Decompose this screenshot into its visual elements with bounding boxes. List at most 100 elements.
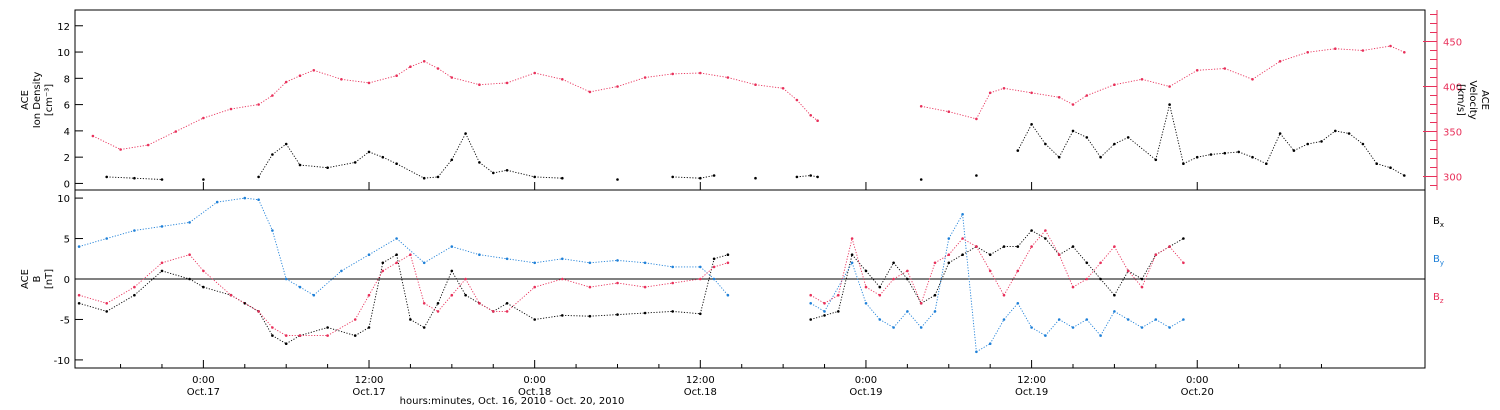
bz-point-segment (920, 262, 936, 304)
bz-series (77, 229, 1185, 337)
bx-point-segment (1017, 230, 1032, 247)
ion-density-point-segment (1335, 130, 1350, 134)
x-tick-date-label: Oct.17 (187, 387, 220, 398)
bz-point-segment (437, 294, 453, 312)
bz-point-segment (810, 294, 825, 304)
bz-point-segment (617, 282, 646, 288)
by-point (1168, 326, 1171, 329)
ion-density-point-segment (396, 163, 425, 179)
bx-point-segment (893, 262, 908, 280)
ion-density-point (1044, 142, 1047, 146)
velocity-point-segment (258, 95, 273, 105)
velocity-point-segment (92, 135, 121, 150)
ion-density-point-segment (1045, 143, 1060, 158)
bz-point-segment (409, 254, 425, 304)
by-point-segment (258, 199, 273, 231)
x-tick-time-label: 12:00 (1017, 375, 1046, 386)
bz-point-segment (354, 294, 370, 320)
velocity-point-segment (589, 86, 618, 93)
bz-point-segment (948, 238, 963, 255)
density-y-tick-label: 8 (64, 74, 70, 85)
ion-density-point-segment (700, 175, 715, 179)
ion-density-point (1030, 123, 1033, 126)
bx-point-segment (410, 319, 425, 328)
velocity-point-segment (1224, 68, 1253, 80)
x-tick-time-label: 12:00 (355, 375, 384, 386)
bx-point-segment (1155, 246, 1170, 256)
x-tick-date-label: Oct.19 (1015, 387, 1048, 398)
bz-point-segment (851, 238, 867, 288)
bz-point (1030, 245, 1033, 248)
ion-density-point-segment (493, 169, 508, 174)
bz-point-segment (1127, 270, 1143, 288)
density-y-tick-label: 10 (57, 48, 70, 59)
by-point-segment (989, 319, 1005, 344)
bz-point-segment (645, 282, 673, 288)
ion-density-point-segment (285, 143, 301, 166)
velocity-y-tick-label: 400 (1443, 83, 1462, 94)
bz-point-segment (962, 238, 977, 247)
bx-point-segment (354, 327, 370, 336)
bx-point-segment (810, 314, 825, 320)
by-point (726, 293, 730, 297)
bz-point-segment (837, 238, 853, 296)
velocity-point-segment (782, 87, 798, 101)
velocity-point-segment (700, 72, 728, 78)
ion-density-point-segment (424, 176, 439, 179)
by-point-segment (479, 254, 508, 260)
ion-density-point-segment (1169, 104, 1184, 164)
velocity-point (1361, 49, 1365, 52)
velocity-axis-title-line1: ACE (1479, 90, 1490, 110)
bx-point-segment (1045, 238, 1060, 255)
velocity-point-segment (976, 92, 991, 120)
bx-point (105, 310, 108, 313)
bx-point (726, 253, 730, 256)
bx-point-segment (1141, 254, 1157, 280)
ion-density-point-segment (451, 133, 466, 161)
bz-point-segment (1155, 246, 1170, 256)
velocity-point-segment (727, 77, 756, 86)
velocity-point (1030, 91, 1033, 95)
velocity-axis-title-line3: [km/s] (1455, 84, 1466, 116)
density-y-tick-label: 6 (64, 101, 70, 112)
velocity-point-segment (755, 84, 784, 89)
velocity-point-segment (1058, 96, 1074, 105)
by-point-segment (645, 262, 673, 268)
ion-density-point-segment (1252, 156, 1267, 165)
bz-point-segment (1003, 270, 1019, 296)
bx-point-segment (382, 254, 397, 264)
density-axis-title-line1: ACE (20, 90, 31, 110)
x-tick-date-label: Oct.17 (352, 387, 385, 398)
velocity-point-segment (120, 144, 149, 150)
velocity-point-segment (1307, 48, 1336, 53)
bx-point-segment (493, 302, 508, 312)
velocity-point (119, 148, 122, 151)
plasma-panel-frame (74, 9, 1426, 191)
velocity-point-segment (272, 81, 287, 96)
bx-point-segment (244, 302, 259, 312)
ion-density-point-segment (299, 164, 328, 169)
bx-point (1099, 277, 1102, 281)
x-tick-date-label: Oct.18 (518, 387, 551, 398)
by-point-segment (589, 259, 618, 264)
by-point-segment (1017, 303, 1032, 328)
bz-point-segment (1169, 246, 1184, 264)
by-point-segment (810, 302, 825, 312)
magnetic-y-tick-label: -5 (60, 315, 70, 326)
bz-point (726, 261, 730, 265)
bx-point-segment (230, 294, 246, 304)
ion-density-point-segment (1155, 104, 1171, 160)
bx-point-segment (1072, 246, 1088, 264)
by-point-segment (451, 246, 480, 256)
velocity-point-segment (1252, 60, 1281, 80)
bx-point-segment (1086, 262, 1101, 280)
ion-density-point-segment (1362, 143, 1378, 164)
bx-point-segment (368, 262, 384, 328)
bx-point-segment (1100, 278, 1115, 296)
plasma-x-ticks (202, 182, 1198, 190)
by-point-segment (1127, 319, 1143, 328)
by-point-segment (534, 258, 563, 264)
velocity-point-segment (479, 82, 508, 86)
ion-density-point-segment (354, 151, 370, 163)
